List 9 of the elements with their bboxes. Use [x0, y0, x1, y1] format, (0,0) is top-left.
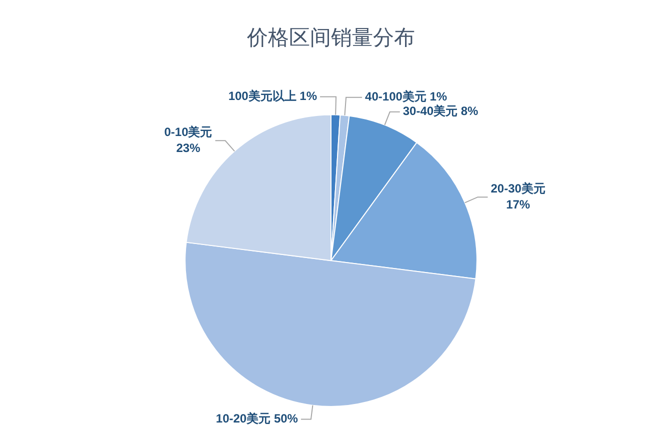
- slice-label: 40-100美元 1%: [365, 90, 448, 104]
- slice-label: 100美元以上 1%: [228, 89, 318, 104]
- data-label: 17%: [506, 197, 530, 212]
- data-label: 23%: [176, 140, 201, 155]
- chart-title: 价格区间销量分布: [246, 26, 415, 50]
- slice-label: 0-10美元: [164, 124, 212, 139]
- slice-label: 10-20美元 50%: [216, 412, 298, 426]
- slice-label: 20-30美元: [490, 181, 546, 196]
- slice-label: 30-40美元 8%: [402, 104, 479, 118]
